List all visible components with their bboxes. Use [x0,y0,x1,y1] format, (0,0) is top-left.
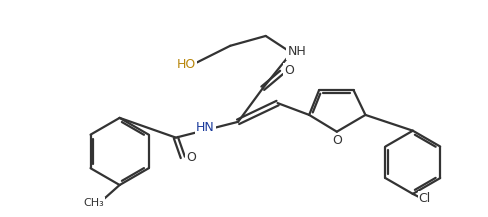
Text: NH: NH [287,45,306,58]
Text: HO: HO [177,58,196,71]
Text: O: O [284,64,294,77]
Text: N: N [286,46,295,59]
Text: CH₃: CH₃ [83,198,104,208]
Text: O: O [185,151,195,164]
Text: O: O [331,134,341,147]
Text: H: H [294,45,304,58]
Text: Cl: Cl [418,192,430,205]
Text: HN: HN [196,121,214,134]
